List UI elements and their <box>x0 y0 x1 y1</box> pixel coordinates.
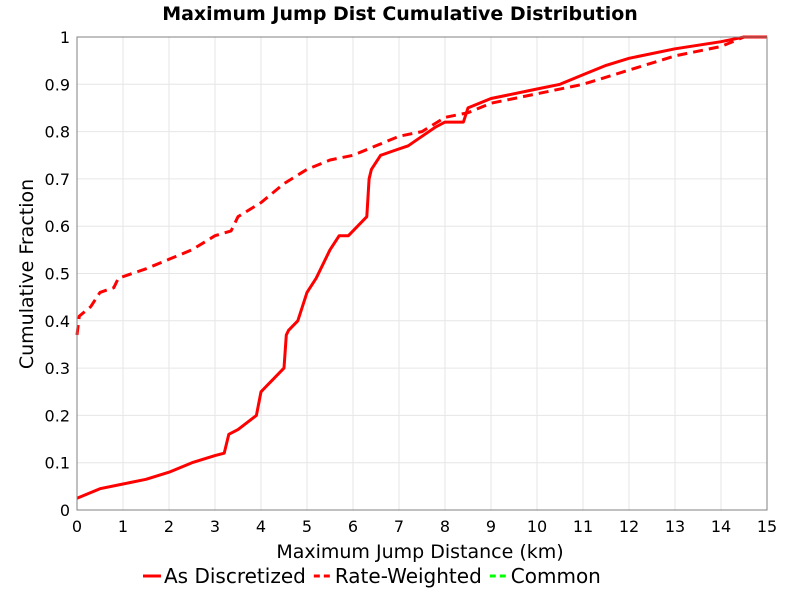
y-tick-label: 0.7 <box>45 170 70 189</box>
plot-frame <box>76 36 768 511</box>
x-tick-label: 2 <box>164 517 174 536</box>
x-tick-label: 9 <box>486 517 496 536</box>
series-layer <box>75 35 767 500</box>
y-tick-label: 0.6 <box>45 217 70 236</box>
x-tick-label: 1 <box>118 517 128 536</box>
legend: As Discretized Rate-Weighted Common <box>143 564 601 588</box>
y-tick-label: 0 <box>60 501 70 520</box>
x-tick-label: 3 <box>210 517 220 536</box>
x-tick-label: 7 <box>394 517 404 536</box>
x-axis-label: Maximum Jump Distance (km) <box>276 541 563 563</box>
y-tick-label: 0.2 <box>45 406 70 425</box>
y-tick-labels: 0 0.1 0.2 0.3 0.4 0.5 0.6 0.7 0.8 0.9 1 <box>45 28 70 520</box>
legend-label: As Discretized <box>164 564 306 588</box>
legend-label: Rate-Weighted <box>335 564 482 588</box>
y-tick-label: 0.4 <box>45 312 70 331</box>
series-line-rate-weighted <box>75 35 767 336</box>
x-tick-label: 15 <box>757 517 777 536</box>
x-tick-label: 10 <box>527 517 547 536</box>
legend-label: Common <box>511 564 601 588</box>
y-tick-label: 0.3 <box>45 359 70 378</box>
y-tick-label: 0.9 <box>45 75 70 94</box>
series-line-as-discretized <box>76 35 767 500</box>
x-tick-label: 6 <box>348 517 358 536</box>
x-tick-label: 13 <box>665 517 685 536</box>
chart-title: Maximum Jump Dist Cumulative Distributio… <box>162 3 638 25</box>
x-tick-label: 0 <box>72 517 82 536</box>
x-tick-label: 4 <box>256 517 266 536</box>
y-tick-label: 0.5 <box>45 265 70 284</box>
y-tick-label: 1 <box>60 28 70 47</box>
y-tick-label: 0.8 <box>45 123 70 142</box>
x-tick-label: 11 <box>573 517 593 536</box>
x-tick-labels: 0 1 2 3 4 5 6 7 8 9 10 11 12 13 14 15 <box>72 517 777 536</box>
grid-lines <box>76 36 768 511</box>
y-axis-label: Cumulative Fraction <box>16 179 38 369</box>
y-tick-label: 0.1 <box>45 454 70 473</box>
x-tick-label: 12 <box>619 517 639 536</box>
x-tick-label: 14 <box>711 517 731 536</box>
x-tick-label: 5 <box>302 517 312 536</box>
x-tick-label: 8 <box>440 517 450 536</box>
